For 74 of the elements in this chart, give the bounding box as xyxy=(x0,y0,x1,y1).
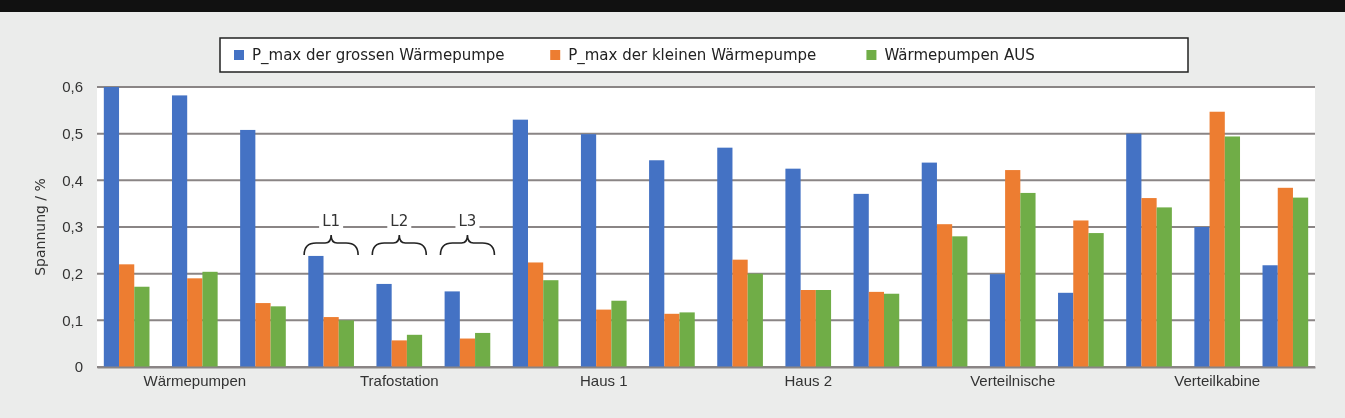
bar xyxy=(1005,170,1021,367)
bar xyxy=(815,290,832,367)
bar xyxy=(800,290,816,367)
bar xyxy=(884,293,900,367)
bar xyxy=(512,119,528,367)
y-axis-title: Spannung / % xyxy=(32,178,48,276)
bar xyxy=(936,224,953,367)
legend-label: Wärmepumpen AUS xyxy=(884,46,1035,64)
legend-label: P_max der grossen Wärmepumpe xyxy=(252,46,505,65)
x-tick-label: Wärmepumpen xyxy=(143,371,247,389)
x-tick-label: Trafostation xyxy=(359,371,439,389)
y-tick-label: 0,4 xyxy=(62,171,83,189)
bar xyxy=(1277,187,1293,367)
bar xyxy=(444,291,460,367)
bar xyxy=(1209,111,1225,367)
bar xyxy=(543,280,559,367)
bar xyxy=(596,309,612,367)
bar xyxy=(989,274,1006,367)
bar xyxy=(527,262,544,367)
bar xyxy=(580,134,597,367)
x-tick-label: Haus 1 xyxy=(580,371,628,389)
bar xyxy=(1262,265,1278,367)
bar xyxy=(717,147,733,367)
x-tick-label: Haus 2 xyxy=(784,371,832,389)
bar xyxy=(1224,136,1241,367)
bar xyxy=(240,129,256,367)
bar xyxy=(202,271,218,367)
bar xyxy=(1126,133,1142,367)
bar xyxy=(649,160,665,367)
bar xyxy=(952,236,968,367)
bar xyxy=(1141,198,1157,367)
bar xyxy=(119,264,135,367)
y-tick-label: 0,5 xyxy=(62,124,83,142)
bar xyxy=(868,291,885,367)
bar xyxy=(475,332,491,367)
bar xyxy=(391,340,407,367)
bar xyxy=(103,87,120,367)
annotation: L1 xyxy=(322,212,341,230)
bar xyxy=(785,168,801,367)
y-tick-label: 0,6 xyxy=(62,78,83,96)
bar xyxy=(1020,192,1036,367)
bar xyxy=(679,312,695,367)
bar xyxy=(853,193,869,367)
bar xyxy=(1156,207,1172,367)
bar xyxy=(323,317,339,367)
bar xyxy=(747,273,763,367)
legend-label: P_max der kleinen Wärmepumpe xyxy=(568,46,817,65)
bar xyxy=(255,303,271,367)
bar xyxy=(134,286,150,367)
bar xyxy=(1292,197,1309,367)
bar xyxy=(1194,227,1210,367)
bar xyxy=(376,283,392,367)
y-tick-label: 0 xyxy=(74,358,83,376)
bar xyxy=(406,334,423,367)
bar xyxy=(921,162,937,367)
x-tick-label: Verteilkabine xyxy=(1174,371,1261,389)
bar xyxy=(270,306,286,367)
bar xyxy=(1058,292,1074,367)
annotation: L3 xyxy=(458,212,477,230)
bar xyxy=(1088,233,1104,367)
y-tick-label: 0,2 xyxy=(62,264,83,282)
bar xyxy=(308,255,324,367)
bar xyxy=(611,300,627,367)
y-tick-label: 0,1 xyxy=(62,311,83,329)
bar xyxy=(732,259,748,367)
bar xyxy=(1073,220,1089,367)
bar xyxy=(187,278,203,367)
annotation: L2 xyxy=(390,212,409,230)
bar xyxy=(459,338,476,367)
bar xyxy=(338,320,354,367)
x-tick-label: Verteilnische xyxy=(970,371,1056,389)
bar xyxy=(171,95,188,367)
bar xyxy=(664,313,680,367)
y-tick-label: 0,3 xyxy=(62,218,83,236)
